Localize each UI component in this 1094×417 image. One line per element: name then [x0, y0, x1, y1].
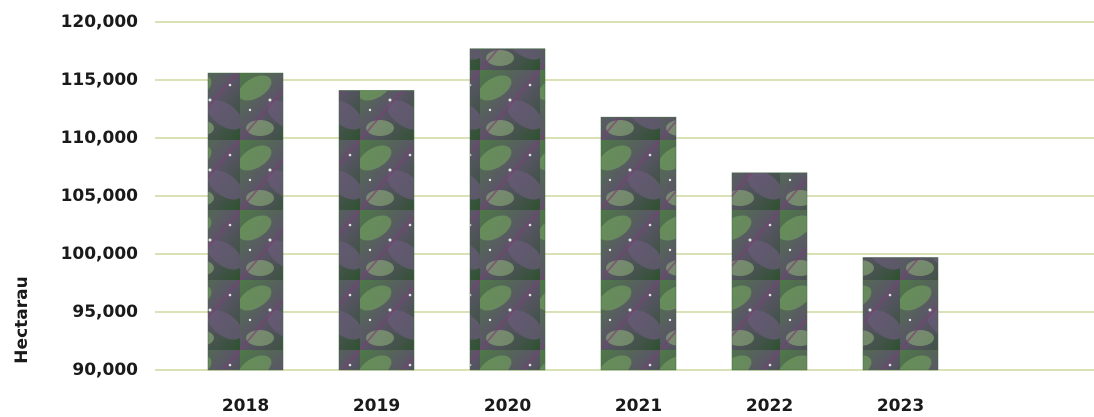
bar [207, 72, 284, 371]
bar [338, 90, 415, 371]
y-tick-label: 90,000 [72, 360, 138, 380]
y-axis-label: Hectarau [12, 276, 32, 363]
bar [469, 48, 546, 371]
x-tick-label: 2020 [484, 396, 531, 416]
y-tick-label: 110,000 [61, 128, 139, 148]
bar [862, 257, 939, 371]
y-tick-label: 120,000 [61, 12, 139, 32]
x-tick-label: 2019 [353, 396, 400, 416]
y-tick-label: 115,000 [61, 70, 139, 90]
y-tick-label: 95,000 [72, 302, 138, 322]
x-tick-label: 2018 [222, 396, 269, 416]
bar [600, 116, 677, 371]
x-tick-label: 2021 [615, 396, 662, 416]
x-tick-label: 2022 [746, 396, 793, 416]
y-tick-label: 105,000 [61, 186, 139, 206]
bar [731, 172, 808, 371]
x-tick-label: 2023 [877, 396, 924, 416]
y-tick-label: 100,000 [61, 244, 139, 264]
